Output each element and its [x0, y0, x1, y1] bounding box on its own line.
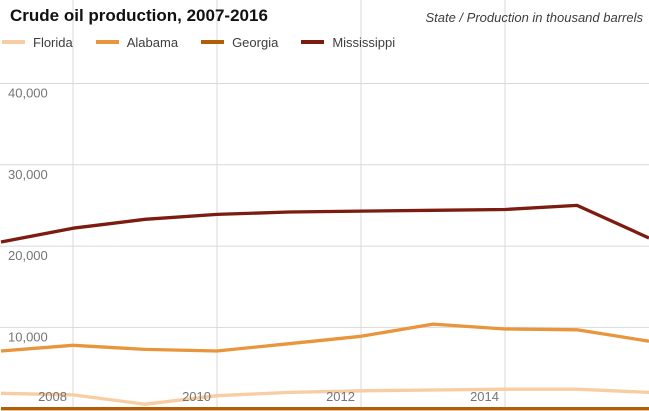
x-axis-label: 2010	[182, 389, 211, 404]
legend-label: Florida	[33, 34, 73, 50]
x-axis-label: 2012	[326, 389, 355, 404]
chart-legend: Florida Alabama Georgia Mississippi	[2, 34, 395, 50]
legend-label: Alabama	[126, 34, 179, 50]
y-axis-label: 40,000	[8, 86, 48, 101]
series-line-florida	[0, 387, 649, 406]
series-line-alabama	[0, 322, 649, 353]
y-axis-label: 20,000	[8, 248, 48, 263]
legend-item-mississippi: Mississippi	[301, 35, 395, 50]
chart-subtitle: State / Production in thousand barrels	[425, 10, 643, 25]
florida-series-swatch-icon	[2, 40, 25, 44]
x-axis-label: 2014	[470, 389, 499, 404]
mississippi-series-swatch-icon	[301, 40, 325, 44]
x-axis-label: 2008	[38, 389, 67, 404]
legend-item-florida: Florida	[2, 35, 73, 50]
chart-title: Crude oil production, 2007-2016	[10, 6, 268, 25]
y-axis-label: 10,000	[8, 329, 48, 344]
series-line-mississippi	[0, 203, 649, 244]
legend-label: Georgia	[232, 34, 279, 50]
georgia-series-swatch-icon	[201, 40, 225, 44]
legend-item-georgia: Georgia	[201, 35, 278, 50]
legend-label: Mississippi	[332, 34, 396, 50]
alabama-series-swatch-icon	[95, 40, 119, 44]
legend-item-alabama: Alabama	[95, 34, 179, 50]
y-axis-label: 30,000	[8, 167, 48, 182]
